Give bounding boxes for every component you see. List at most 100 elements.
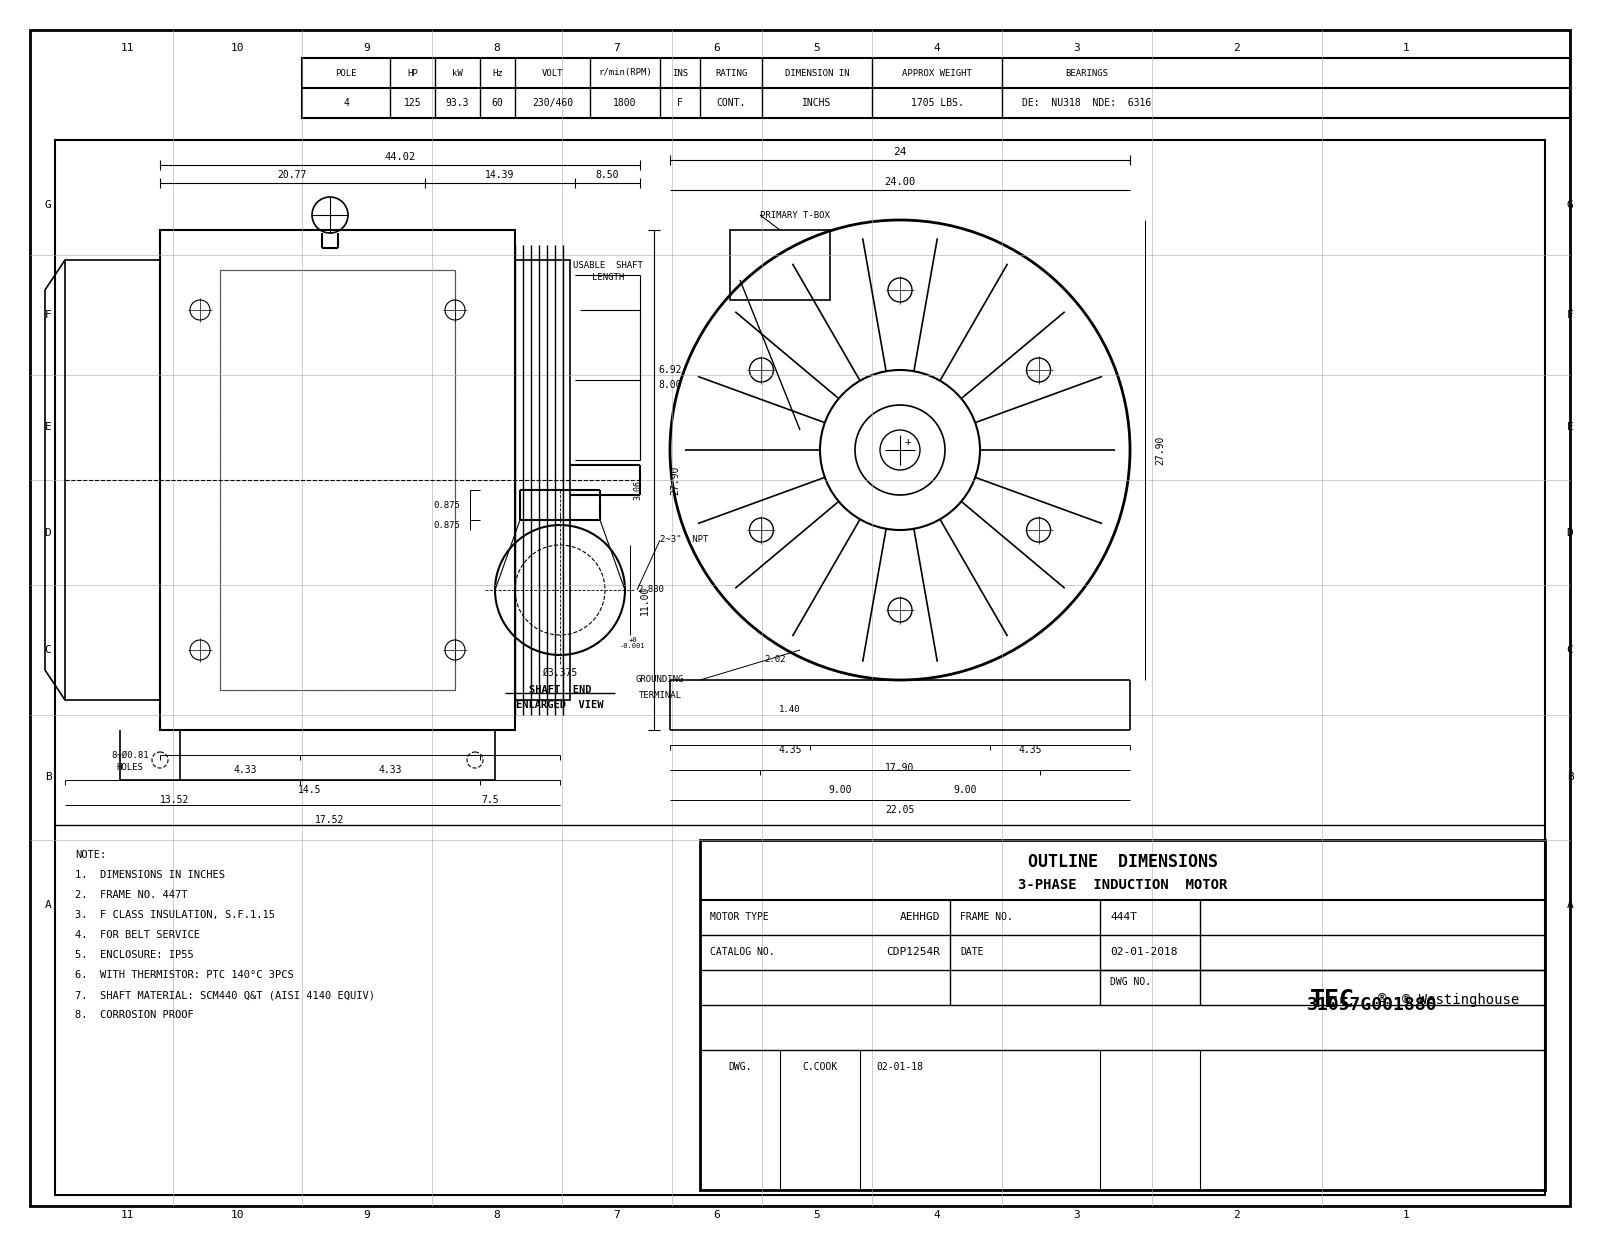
Text: 24.00: 24.00: [885, 177, 915, 187]
Text: MOTOR TYPE: MOTOR TYPE: [710, 912, 768, 922]
Text: 9.00: 9.00: [954, 785, 976, 795]
Text: CONT.: CONT.: [717, 98, 746, 108]
Bar: [701, 840, 1546, 1190]
Text: Ø3.375: Ø3.375: [542, 667, 578, 679]
Text: 5: 5: [814, 1210, 821, 1220]
Text: 3.  F CLASS INSULATION, S.F.1.15: 3. F CLASS INSULATION, S.F.1.15: [75, 910, 275, 920]
Text: ENLARGED  VIEW: ENLARGED VIEW: [517, 700, 603, 709]
Text: 1: 1: [1403, 43, 1410, 53]
Text: 1800: 1800: [613, 98, 637, 108]
Text: HP: HP: [406, 68, 418, 78]
Text: 3-PHASE  INDUCTION  MOTOR: 3-PHASE INDUCTION MOTOR: [1018, 878, 1227, 892]
Text: 02-01-2018: 02-01-2018: [1110, 947, 1178, 957]
Text: FRAME NO.: FRAME NO.: [960, 912, 1013, 922]
Text: 20.77: 20.77: [277, 171, 307, 180]
Text: E: E: [1566, 423, 1573, 433]
Text: F: F: [677, 98, 683, 108]
Text: C: C: [1566, 645, 1573, 655]
Text: SHAFT  END: SHAFT END: [528, 685, 592, 695]
Text: 7: 7: [614, 43, 621, 53]
Text: 11.00: 11.00: [640, 586, 650, 614]
Text: D: D: [45, 528, 51, 538]
Text: A: A: [45, 900, 51, 910]
Text: F: F: [1566, 310, 1573, 320]
Bar: [515, 260, 570, 700]
Text: 17.90: 17.90: [885, 763, 915, 772]
Text: 10: 10: [230, 1210, 245, 1220]
Text: 11: 11: [120, 1210, 134, 1220]
Text: 4.35: 4.35: [778, 745, 802, 755]
Text: VOLT: VOLT: [542, 68, 563, 78]
Text: DIMENSION IN: DIMENSION IN: [784, 68, 850, 78]
Text: 24: 24: [893, 147, 907, 157]
Text: 5.  ENCLOSURE: IP55: 5. ENCLOSURE: IP55: [75, 950, 194, 960]
Text: 4: 4: [934, 43, 941, 53]
Text: 8: 8: [494, 1210, 501, 1220]
Text: 4.33: 4.33: [234, 765, 256, 775]
Text: PRIMARY T-BOX: PRIMARY T-BOX: [760, 210, 830, 220]
Text: 9.00: 9.00: [829, 785, 851, 795]
Text: 230/460: 230/460: [531, 98, 573, 108]
Text: 2.880: 2.880: [637, 586, 664, 595]
Text: 6: 6: [714, 43, 720, 53]
Text: AEHHGD: AEHHGD: [899, 912, 941, 922]
Text: DE:  NU318  NDE:  6316: DE: NU318 NDE: 6316: [1022, 98, 1152, 108]
Text: 7.5: 7.5: [482, 795, 499, 805]
Text: 4.33: 4.33: [378, 765, 402, 775]
Text: OUTLINE  DIMENSIONS: OUTLINE DIMENSIONS: [1027, 853, 1218, 871]
Text: C.COOK: C.COOK: [802, 1062, 838, 1072]
Text: CATALOG NO.: CATALOG NO.: [710, 947, 774, 957]
Text: 7.  SHAFT MATERIAL: SCM440 Q&T (AISI 4140 EQUIV): 7. SHAFT MATERIAL: SCM440 Q&T (AISI 4140…: [75, 990, 374, 1000]
Text: 8~Ø0.81: 8~Ø0.81: [110, 750, 149, 759]
Text: Hz: Hz: [493, 68, 502, 78]
Text: HOLES: HOLES: [117, 764, 144, 772]
Text: INCHS: INCHS: [802, 98, 832, 108]
Text: B: B: [1566, 772, 1573, 782]
Text: F: F: [45, 310, 51, 320]
Text: DWG.: DWG.: [728, 1062, 752, 1072]
Text: ® Westinghouse: ® Westinghouse: [1403, 993, 1520, 1007]
Text: 60: 60: [491, 98, 504, 108]
Text: C: C: [45, 645, 51, 655]
Text: 7: 7: [614, 1210, 621, 1220]
Text: 22.05: 22.05: [885, 805, 915, 815]
Text: 444T: 444T: [1110, 912, 1138, 922]
Text: 3.06: 3.06: [634, 480, 643, 501]
Text: 5: 5: [814, 43, 821, 53]
Text: E: E: [45, 423, 51, 433]
Text: 0.875: 0.875: [434, 520, 461, 529]
Text: USABLE  SHAFT: USABLE SHAFT: [573, 261, 643, 269]
Text: 4: 4: [342, 98, 349, 108]
Text: 8.  CORROSION PROOF: 8. CORROSION PROOF: [75, 1010, 194, 1020]
Text: 27.90: 27.90: [1155, 435, 1165, 465]
Text: A: A: [1566, 900, 1573, 910]
Text: BEARINGS: BEARINGS: [1066, 68, 1109, 78]
Bar: [160, 230, 515, 730]
Text: +0
-0.001: +0 -0.001: [621, 637, 646, 649]
Bar: [730, 230, 830, 300]
Text: 93.3: 93.3: [446, 98, 469, 108]
Text: 6.92: 6.92: [658, 365, 682, 375]
Text: 9: 9: [363, 43, 370, 53]
Text: 4: 4: [934, 1210, 941, 1220]
Text: 8.50: 8.50: [595, 171, 619, 180]
Text: +: +: [904, 438, 912, 447]
Text: 2: 2: [1234, 43, 1240, 53]
Text: 4.  FOR BELT SERVICE: 4. FOR BELT SERVICE: [75, 929, 200, 941]
Text: NOTE:: NOTE:: [75, 850, 106, 860]
Text: 1.40: 1.40: [779, 706, 800, 714]
Text: 2~3"  NPT: 2~3" NPT: [661, 535, 709, 545]
Text: 2.  FRAME NO. 447T: 2. FRAME NO. 447T: [75, 890, 187, 900]
Text: 6: 6: [714, 1210, 720, 1220]
Text: 6.  WITH THERMISTOR: PTC 140°C 3PCS: 6. WITH THERMISTOR: PTC 140°C 3PCS: [75, 970, 294, 980]
Text: 3: 3: [1074, 43, 1080, 53]
Text: 125: 125: [403, 98, 421, 108]
Bar: [221, 269, 454, 690]
Text: INS: INS: [672, 68, 688, 78]
Text: G: G: [1566, 200, 1573, 210]
Text: POLE: POLE: [336, 68, 357, 78]
Text: G: G: [45, 200, 51, 210]
Text: 13.52: 13.52: [160, 795, 190, 805]
Text: 31057G001880: 31057G001880: [1307, 996, 1438, 1014]
Text: CDP1254R: CDP1254R: [886, 947, 941, 957]
